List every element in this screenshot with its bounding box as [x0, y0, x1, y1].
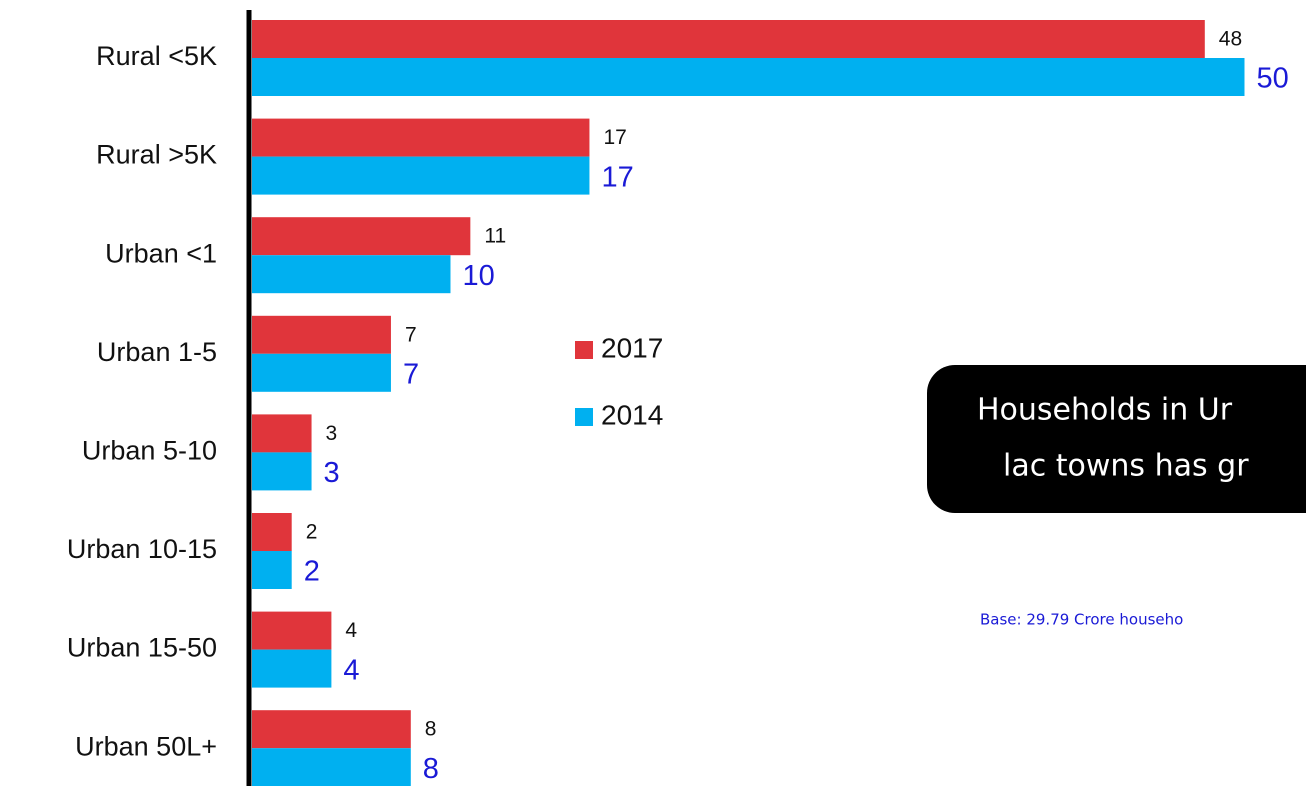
- bar: [252, 315, 391, 354]
- bar: [252, 118, 590, 157]
- value-label: 7: [405, 323, 417, 346]
- value-label: 4: [345, 619, 357, 642]
- callout-box: [927, 365, 1306, 513]
- category-label: Urban 5-10: [82, 436, 217, 466]
- bar: [252, 452, 312, 491]
- bar: [252, 649, 332, 688]
- category-label: Urban 10-15: [67, 534, 217, 564]
- value-label: 2: [306, 521, 318, 544]
- legend-label: 2014: [601, 399, 663, 430]
- value-label: 48: [1219, 28, 1242, 51]
- bar: [252, 551, 292, 589]
- value-label: 2: [304, 556, 320, 588]
- base-note: Base: 29.79 Crore househo: [980, 611, 1183, 629]
- bar: [252, 217, 471, 256]
- value-label: 11: [484, 225, 506, 248]
- callout-text: Households in Ur: [977, 393, 1233, 428]
- bar: [252, 255, 451, 294]
- value-label: 10: [463, 260, 495, 292]
- legend-swatch: [575, 341, 593, 359]
- value-label: 3: [324, 457, 340, 489]
- category-label: Urban <1: [105, 238, 217, 268]
- bar: [252, 710, 411, 749]
- category-label: Urban 15-50: [67, 633, 217, 663]
- value-label: 17: [603, 126, 626, 149]
- legend-swatch: [575, 408, 593, 426]
- category-label: Rural <5K: [96, 41, 217, 71]
- value-label: 50: [1257, 63, 1289, 95]
- value-label: 3: [326, 422, 338, 445]
- bar: [252, 58, 1245, 96]
- value-label: 8: [423, 753, 439, 785]
- bar: [252, 748, 411, 786]
- bar: [252, 513, 292, 551]
- value-label: 7: [403, 358, 419, 390]
- value-label: 8: [425, 718, 437, 741]
- legend-label: 2017: [601, 332, 663, 363]
- category-label: Urban 1-5: [97, 337, 217, 367]
- value-label: 17: [601, 161, 633, 193]
- category-label: Urban 50L+: [75, 731, 217, 761]
- bar: [252, 611, 332, 650]
- category-label: Rural >5K: [96, 140, 217, 170]
- callout-text: lac towns has gr: [1003, 449, 1249, 484]
- value-label: 4: [343, 654, 359, 686]
- bar: [252, 414, 312, 453]
- bar: [252, 156, 590, 195]
- bar: [252, 20, 1205, 58]
- bar: [252, 353, 391, 392]
